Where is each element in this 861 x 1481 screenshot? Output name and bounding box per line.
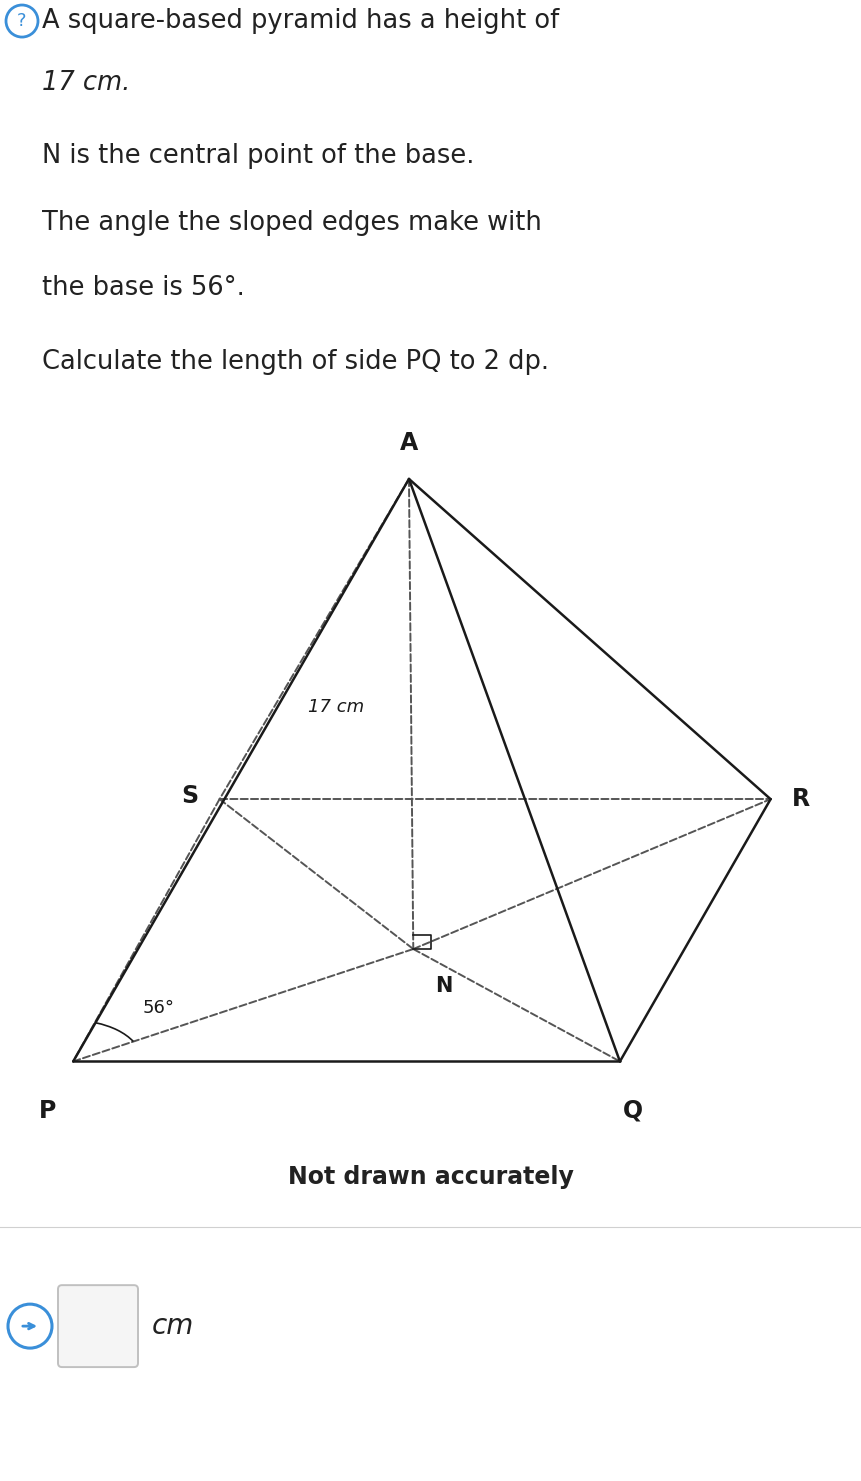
Text: 56°: 56° [142,1000,174,1017]
Text: Not drawn accurately: Not drawn accurately [288,1166,573,1189]
Text: 17 cm.: 17 cm. [42,70,130,96]
Text: N is the central point of the base.: N is the central point of the base. [42,144,474,169]
Text: P: P [39,1099,56,1123]
Text: The angle the sloped edges make with: The angle the sloped edges make with [42,210,542,237]
Text: A: A [400,431,418,455]
Text: ?: ? [17,12,27,30]
Text: Q: Q [623,1099,643,1123]
Text: 17 cm: 17 cm [307,698,363,717]
Text: S: S [181,783,198,807]
Text: N: N [435,976,452,997]
Text: Calculate the length of side PQ to 2 dp.: Calculate the length of side PQ to 2 dp. [42,348,549,375]
Text: cm: cm [152,1312,195,1340]
FancyBboxPatch shape [58,1286,138,1367]
Text: R: R [792,786,810,812]
Text: the base is 56°.: the base is 56°. [42,275,245,302]
Text: A square-based pyramid has a height of: A square-based pyramid has a height of [42,7,560,34]
